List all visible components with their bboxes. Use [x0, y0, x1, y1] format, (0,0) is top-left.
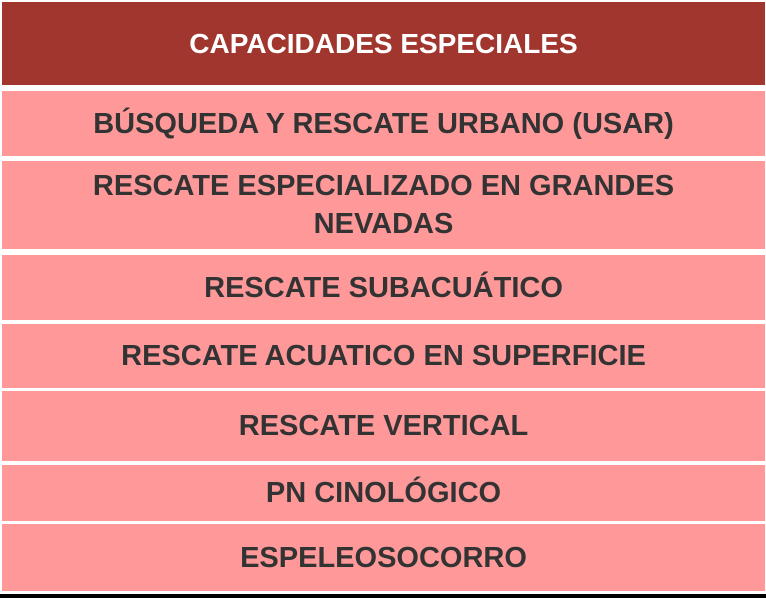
- bottom-border: [0, 594, 766, 598]
- table-row: RESCATE SUBACUÁTICO: [2, 255, 765, 320]
- table-row: ESPELEOSOCORRO: [2, 524, 765, 591]
- table-row: BÚSQUEDA Y RESCATE URBANO (USAR): [2, 91, 765, 156]
- table-row: PN CINOLÓGICO: [2, 465, 765, 521]
- table-row: RESCATE ESPECIALIZADO EN GRANDES NEVADAS: [2, 161, 765, 249]
- table-row: RESCATE ACUATICO EN SUPERFICIE: [2, 324, 765, 388]
- table-row: RESCATE VERTICAL: [2, 391, 765, 461]
- table-header: CAPACIDADES ESPECIALES: [2, 2, 765, 85]
